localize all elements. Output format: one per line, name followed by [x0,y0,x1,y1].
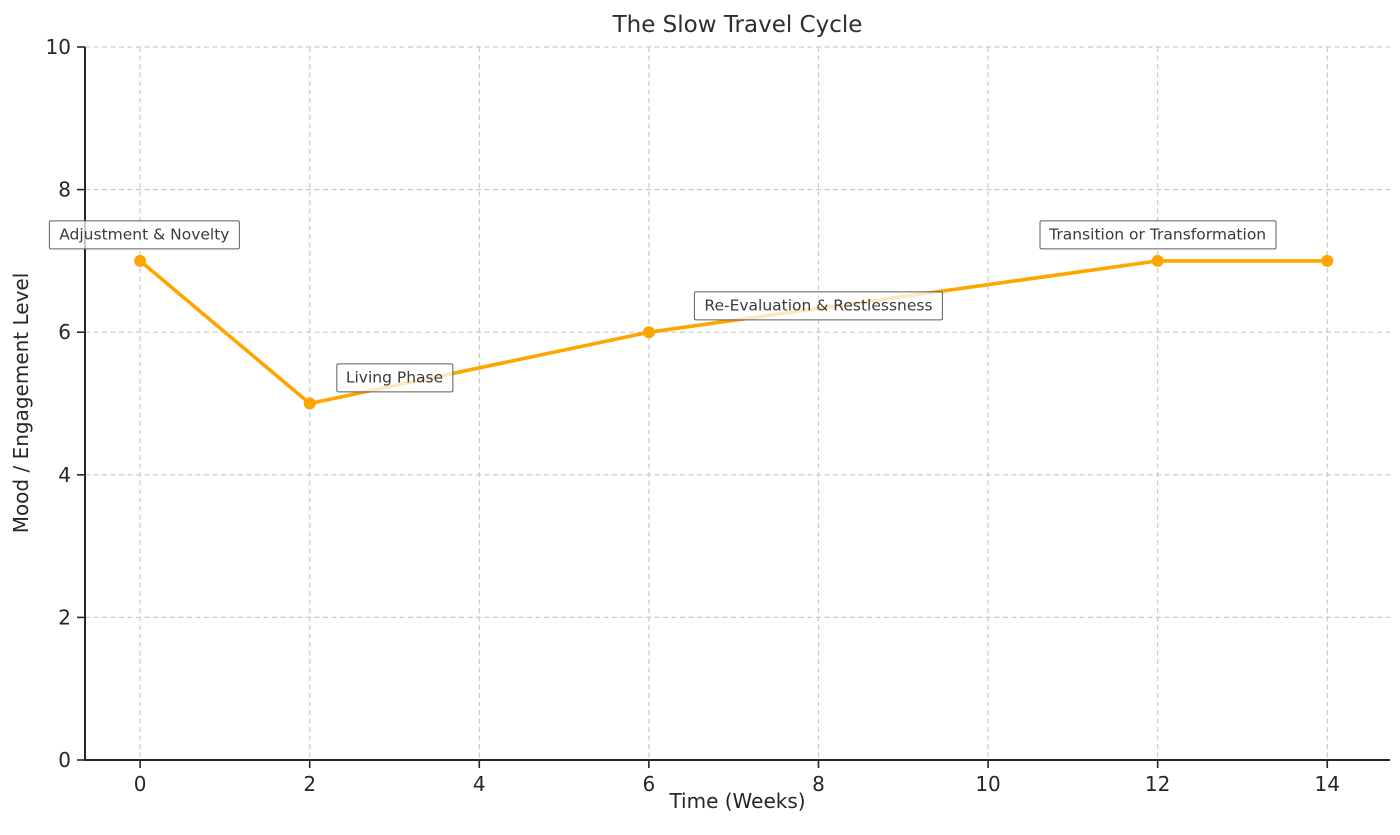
data-point-marker [1321,254,1334,267]
y-tick-label: 6 [58,320,71,344]
x-axis-label: Time (Weeks) [669,789,806,813]
x-tick-label: 14 [1315,772,1340,796]
y-tick-label: 0 [58,748,71,772]
data-point-marker [303,397,316,410]
annotation-box: Living Phase [335,363,454,393]
chart-title: The Slow Travel Cycle [612,12,863,38]
y-axis-label: Mood / Engagement Level [9,272,33,534]
y-tick-label: 10 [46,35,71,59]
x-tick-label: 10 [975,772,1000,796]
x-tick-label: 6 [643,772,656,796]
data-point-marker [1151,254,1164,267]
data-point-marker [134,254,147,267]
y-tick-label: 4 [58,463,71,487]
data-point-marker [642,326,655,339]
annotation-box: Re-Evaluation & Restlessness [694,291,943,321]
annotation-box: Adjustment & Novelty [49,219,240,250]
x-tick-label: 4 [473,772,486,796]
y-tick-label: 8 [58,178,71,202]
y-tick-label: 2 [58,605,71,629]
x-tick-label: 8 [812,772,825,796]
annotation-box: Transition or Transformation [1039,219,1277,250]
x-tick-label: 2 [303,772,316,796]
x-tick-label: 12 [1145,772,1170,796]
x-tick-label: 0 [134,772,147,796]
